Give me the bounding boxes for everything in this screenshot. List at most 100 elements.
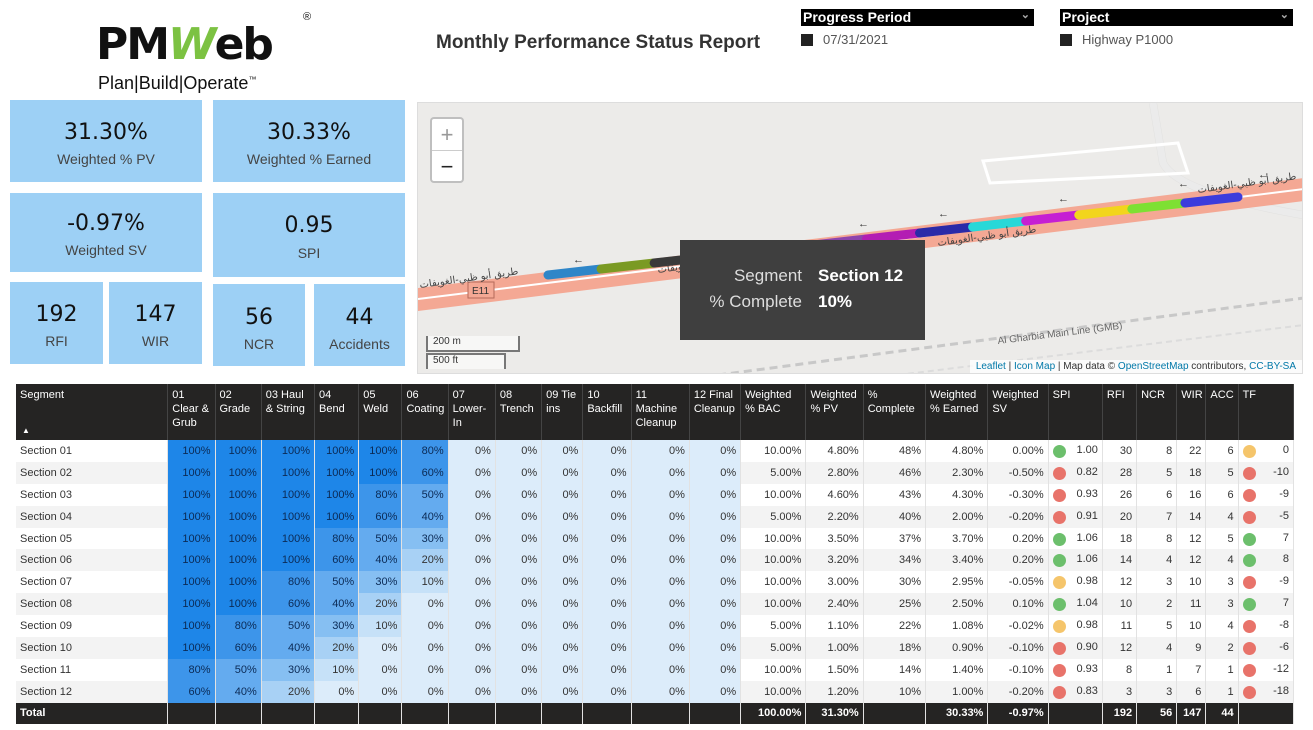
project-slicer[interactable]: Project ⌄ Highway P1000	[1060, 9, 1293, 47]
map-segment-line[interactable]	[1127, 198, 1190, 214]
map-segment-line[interactable]	[915, 222, 978, 238]
total-cell	[401, 702, 449, 724]
table-cell: 0%	[689, 571, 742, 594]
total-cell	[167, 702, 216, 724]
column-header[interactable]: 05 Weld	[358, 384, 403, 440]
map-segment-line[interactable]	[1074, 204, 1137, 220]
table-cell: 0%	[495, 440, 543, 462]
table-cell: 10%	[863, 680, 927, 703]
table-cell: 0%	[401, 658, 449, 681]
table-cell: 100%	[358, 440, 403, 462]
table-row[interactable]: Section 11 80% 50% 30% 10% 0% 0% 0% 0% 0% 0% 0% 0% 10…	[16, 658, 1295, 681]
column-header[interactable]: RFI	[1102, 384, 1138, 440]
column-header[interactable]: TF	[1238, 384, 1295, 440]
slicer-option[interactable]: 07/31/2021	[801, 32, 1034, 47]
map-segment-line[interactable]	[543, 264, 606, 280]
column-header[interactable]: 08 Trench	[495, 384, 543, 440]
table-cell: 1.20%	[805, 680, 864, 703]
table-cell: 37%	[863, 527, 927, 550]
leaflet-link[interactable]: Leaflet	[975, 361, 1006, 372]
map-attribution: Leaflet | Icon Map | Map data © OpenStre…	[969, 360, 1302, 373]
checkbox-icon[interactable]	[801, 33, 813, 46]
column-header[interactable]: 10 Backfill	[582, 384, 632, 440]
progress-period-slicer[interactable]: Progress Period ⌄ 07/31/2021	[801, 9, 1034, 47]
table-cell: 0.90	[1048, 637, 1103, 659]
map-segment-line[interactable]	[596, 258, 659, 274]
column-header[interactable]: % Complete	[863, 384, 927, 440]
column-header[interactable]: 01 Clear & Grub	[167, 384, 216, 440]
slicer-option[interactable]: Highway P1000	[1060, 32, 1293, 47]
table-row[interactable]: Section 02 100% 100% 100% 100% 100% 60% 0% 0% 0% 0…	[16, 461, 1295, 484]
checkbox-icon[interactable]	[1060, 33, 1072, 46]
column-header[interactable]: SPI	[1048, 384, 1103, 440]
table-row[interactable]: Section 10 100% 60% 40% 20% 0% 0% 0% 0% 0% 0% 0% 0% 5…	[16, 637, 1295, 659]
column-header[interactable]: 12 Final Cleanup	[689, 384, 742, 440]
column-header[interactable]: Weighted % PV	[805, 384, 864, 440]
zoom-in-button[interactable]: +	[440, 122, 454, 147]
slicer-header[interactable]: Project ⌄	[1060, 9, 1293, 26]
zoom-out-button[interactable]: −	[432, 150, 462, 181]
map-segment-line[interactable]	[968, 216, 1031, 232]
segment-cell: Section 03	[16, 483, 169, 506]
table-cell: 18	[1102, 527, 1138, 550]
table-cell: 0%	[582, 461, 632, 484]
table-cell: 1.04	[1048, 593, 1103, 616]
table-cell: 0%	[582, 483, 632, 506]
tooltip-segment-label: Segment	[733, 266, 802, 285]
table-row[interactable]: Section 03 100% 100% 100% 100% 80% 50% 0% 0% 0% 0%…	[16, 483, 1295, 506]
column-header[interactable]: ACC	[1205, 384, 1239, 440]
table-cell: 2	[1205, 637, 1239, 659]
total-cell: 192	[1102, 702, 1138, 724]
kpi-weighted-sv: -0.97% Weighted SV	[10, 193, 202, 272]
table-row[interactable]: Section 05 100% 100% 100% 80% 50% 30% 0% 0% 0% 0% 0…	[16, 527, 1295, 550]
column-header[interactable]: 06 Coating	[401, 384, 449, 440]
segment-performance-table: Segment ▲ 01 Clear & Grub 02 Grade 03 Haul &…	[16, 384, 1295, 724]
segment-map[interactable]: ←←←←←←← E11 طريق أبو ظبي-الغويفات طريق أ…	[417, 102, 1303, 374]
table-cell: 7	[1238, 527, 1295, 550]
table-cell: 0%	[541, 615, 584, 638]
map-segment-line[interactable]	[1021, 210, 1084, 226]
chevron-down-icon[interactable]: ⌄	[1020, 9, 1030, 21]
table-cell: 100%	[215, 549, 262, 572]
table-cell: -0.10%	[987, 637, 1049, 659]
column-header[interactable]: 02 Grade	[215, 384, 262, 440]
column-header[interactable]: 04 Bend	[314, 384, 360, 440]
table-cell: -18	[1238, 680, 1295, 703]
column-header[interactable]: WIR	[1176, 384, 1207, 440]
table-cell: 1.08%	[925, 615, 989, 638]
column-header[interactable]: Segment ▲	[16, 384, 169, 440]
sort-ascending-icon[interactable]: ▲	[22, 426, 30, 435]
table-row[interactable]: Section 07 100% 100% 80% 50% 30% 10% 0% 0% 0% 0% 0%…	[16, 571, 1295, 594]
osm-link[interactable]: OpenStreetMap	[1117, 361, 1189, 372]
table-cell: 0.93	[1048, 483, 1103, 506]
table-cell: 0%	[495, 505, 543, 528]
column-header[interactable]: NCR	[1136, 384, 1178, 440]
table-row[interactable]: Section 04 100% 100% 100% 100% 60% 40% 0% 0% 0% 0%…	[16, 505, 1295, 528]
table-row[interactable]: Section 01 100% 100% 100% 100% 100% 80% 0% 0% 0% 0…	[16, 440, 1295, 462]
status-indicator-icon	[1242, 488, 1256, 502]
column-header[interactable]: 11 Machine Cleanup	[631, 384, 690, 440]
license-link[interactable]: CC-BY-SA	[1249, 361, 1296, 372]
map-zoom-control[interactable]: + −	[430, 117, 464, 183]
column-header[interactable]: Weighted SV	[987, 384, 1049, 440]
table-row[interactable]: Section 09 100% 80% 50% 30% 10% 0% 0% 0% 0% 0% 0% 0%…	[16, 615, 1295, 638]
column-header[interactable]: 09 Tie ins	[541, 384, 584, 440]
map-segment-line[interactable]	[861, 228, 925, 244]
map-segment-line[interactable]	[1180, 192, 1243, 208]
column-header[interactable]: 03 Haul & String	[261, 384, 316, 440]
pmweb-logo: PMWeb ® Plan|Build|Operate™	[96, 8, 326, 96]
chevron-down-icon[interactable]: ⌄	[1279, 9, 1289, 21]
column-header[interactable]: 07 Lower-In	[448, 384, 496, 440]
table-row[interactable]: Section 06 100% 100% 100% 60% 40% 20% 0% 0% 0% 0% 0…	[16, 549, 1295, 572]
column-header[interactable]: Weighted % Earned	[925, 384, 989, 440]
column-header[interactable]: Weighted % BAC	[740, 384, 807, 440]
table-cell: 14	[1102, 549, 1138, 572]
table-row[interactable]: Section 08 100% 100% 60% 40% 20% 0% 0% 0% 0% 0% 0% 0…	[16, 593, 1295, 616]
icon-map-link[interactable]: Icon Map	[1014, 361, 1056, 372]
table-cell: 10	[1102, 593, 1138, 616]
slicer-header[interactable]: Progress Period ⌄	[801, 9, 1034, 26]
table-cell: -9	[1238, 483, 1295, 506]
total-cell	[631, 702, 690, 724]
table-cell: 0%	[541, 461, 584, 484]
table-row[interactable]: Section 12 60% 40% 20% 0% 0% 0% 0% 0% 0% 0% 0% 0% 10.…	[16, 680, 1295, 703]
